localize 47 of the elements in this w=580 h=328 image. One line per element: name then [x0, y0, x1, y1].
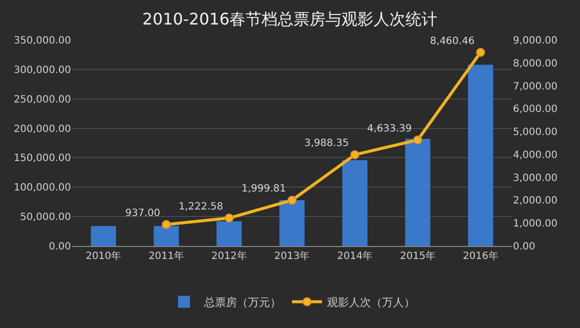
y2-tick-label: 8,000.00	[513, 58, 558, 70]
bar	[90, 226, 116, 246]
point	[224, 214, 234, 223]
y-tick-label: 350,000.00	[14, 36, 71, 46]
bar	[154, 226, 179, 246]
point	[350, 150, 360, 160]
bar	[279, 200, 305, 246]
bar	[342, 160, 368, 246]
y2-tick-label: 7,000.00	[513, 81, 558, 92]
y2-tick-label: 2,000.00	[513, 196, 558, 207]
y2-tick-label: 4,000.00	[513, 150, 558, 161]
data-label: 8,460.46	[430, 36, 475, 47]
y2-tick-label: 5,000.00	[513, 127, 558, 138]
y-tick-label: 250,000.00	[14, 94, 71, 106]
y-tick-label: 50,000.00	[20, 212, 71, 224]
y-tick-label: 150,000.00	[14, 153, 71, 164]
data-label: 3,988.35	[304, 138, 349, 150]
data-label: 4,633.39	[367, 123, 412, 134]
x-tick-label: 2014年	[337, 250, 373, 262]
y2-tick-label: 0.00	[513, 242, 536, 252]
y-tick-label: 200,000.00	[14, 124, 71, 135]
point	[476, 48, 486, 57]
chart-title: 2010-2016春节档总票房与观影人次统计	[142, 9, 438, 28]
y-tick-label: 300,000.00	[14, 64, 71, 76]
y2-tick-label: 3,000.00	[513, 172, 558, 184]
data-label: 937.00	[125, 208, 160, 220]
x-tick-label: 2010年	[86, 250, 122, 262]
y2-tick-label: 9,000.00	[513, 36, 558, 46]
data-label: 1,222.58	[178, 202, 224, 213]
x-tick-label: 2013年	[274, 250, 310, 262]
x-tick-label: 2016年	[462, 250, 498, 262]
x-tick-label: 2012年	[211, 250, 247, 262]
bar	[405, 138, 430, 246]
point	[162, 220, 171, 230]
point	[288, 196, 296, 205]
bar	[216, 221, 242, 246]
y-tick-label: 100,000.00	[14, 182, 71, 194]
y2-tick-label: 1,000.00	[513, 218, 558, 230]
y2-tick-label: 6,000.00	[513, 104, 558, 116]
bar	[468, 64, 494, 246]
data-label: 1,999.81	[241, 184, 286, 195]
x-tick-label: 2011年	[148, 250, 184, 262]
y-tick-label: 0.00	[48, 242, 71, 252]
point	[413, 135, 422, 144]
legend-label: 观影人次（万人）	[327, 296, 415, 309]
x-tick-label: 2015年	[400, 250, 436, 262]
legend-label: 总票房（万元）	[203, 296, 281, 309]
